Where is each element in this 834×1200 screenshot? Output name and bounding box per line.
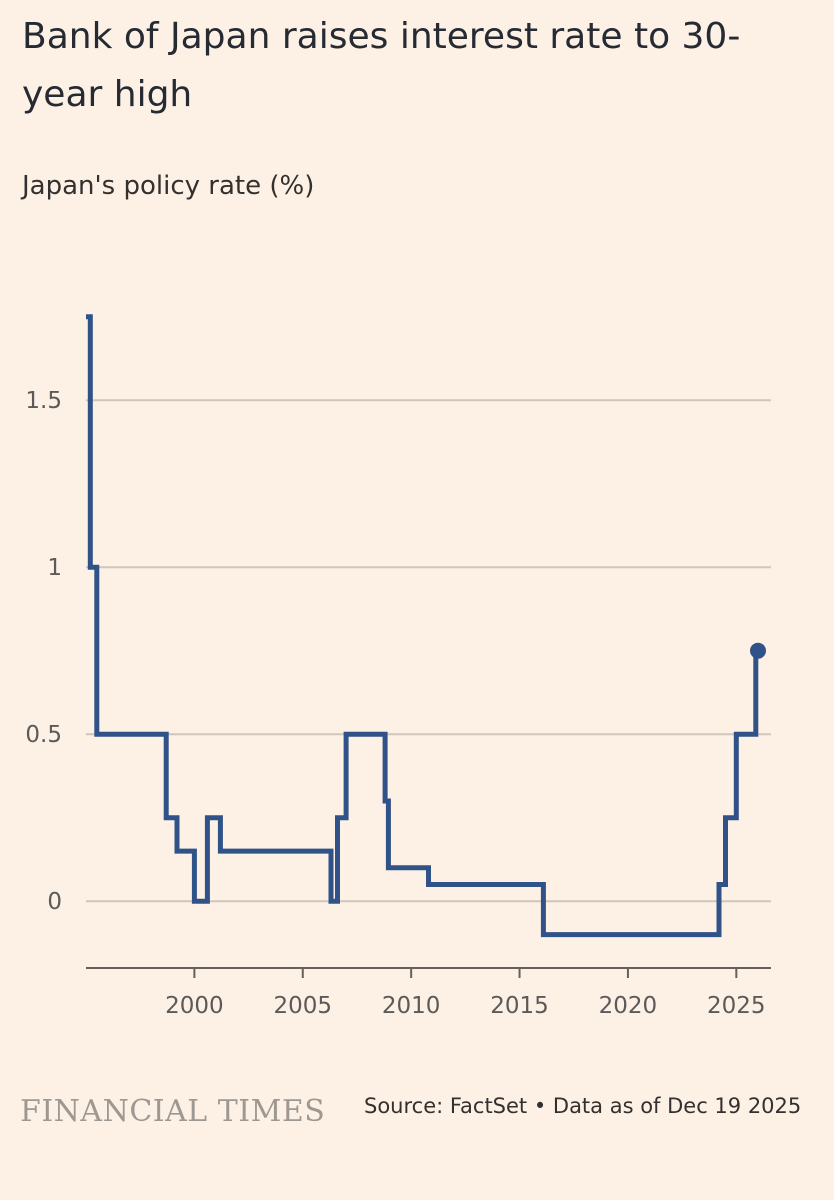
y-tick-label: 0 xyxy=(47,889,62,915)
series-layer xyxy=(86,314,766,938)
x-tick-label: 2000 xyxy=(165,993,224,1019)
x-tick-label: 2005 xyxy=(273,993,332,1019)
x-tick-label: 2015 xyxy=(490,993,549,1019)
chart-title: Bank of Japan raises interest rate to 30… xyxy=(22,16,741,115)
y-tick-labels: 0 0.5 1 1.5 xyxy=(25,388,62,915)
x-tick-label: 2010 xyxy=(382,993,441,1019)
x-tick-label: 2020 xyxy=(599,993,658,1019)
series-line xyxy=(86,314,759,938)
grid-lines xyxy=(86,399,771,903)
y-tick-label: 1.5 xyxy=(25,388,62,414)
y-tick-label: 1 xyxy=(47,555,62,581)
chart-subtitle: Japan's policy rate (%) xyxy=(22,171,315,201)
x-tick-label: 2025 xyxy=(707,993,766,1019)
ft-logo: FINANCIAL TIMES xyxy=(20,1094,326,1129)
end-point-marker xyxy=(749,642,766,659)
x-tick-labels: 2000 2005 2010 2015 2020 2025 xyxy=(165,993,765,1019)
policy-rate-chart: 0 0.5 1 1.5 2000 2005 2010 2015 2020 2025 xyxy=(25,314,771,1019)
x-axis xyxy=(86,967,771,978)
y-tick-label: 0.5 xyxy=(25,722,62,748)
source-note: Source: FactSet • Data as of Dec 19 2025 xyxy=(364,1094,802,1118)
